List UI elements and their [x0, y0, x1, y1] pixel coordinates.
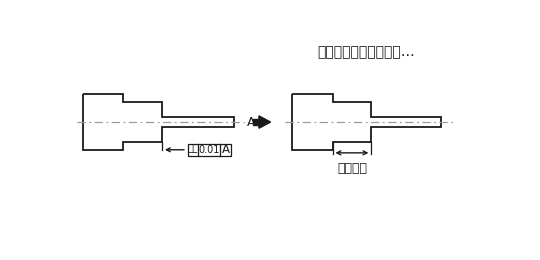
Text: 0.01: 0.01	[199, 145, 220, 155]
Text: 左の図面で作製すると…: 左の図面で作製すると…	[317, 45, 415, 59]
Text: A: A	[221, 143, 229, 156]
Text: A: A	[247, 115, 255, 128]
Text: 安定する: 安定する	[337, 162, 367, 175]
Polygon shape	[259, 116, 271, 128]
Bar	[187, 144, 231, 155]
Bar	[253, 119, 262, 125]
Text: ⊥: ⊥	[188, 143, 198, 156]
